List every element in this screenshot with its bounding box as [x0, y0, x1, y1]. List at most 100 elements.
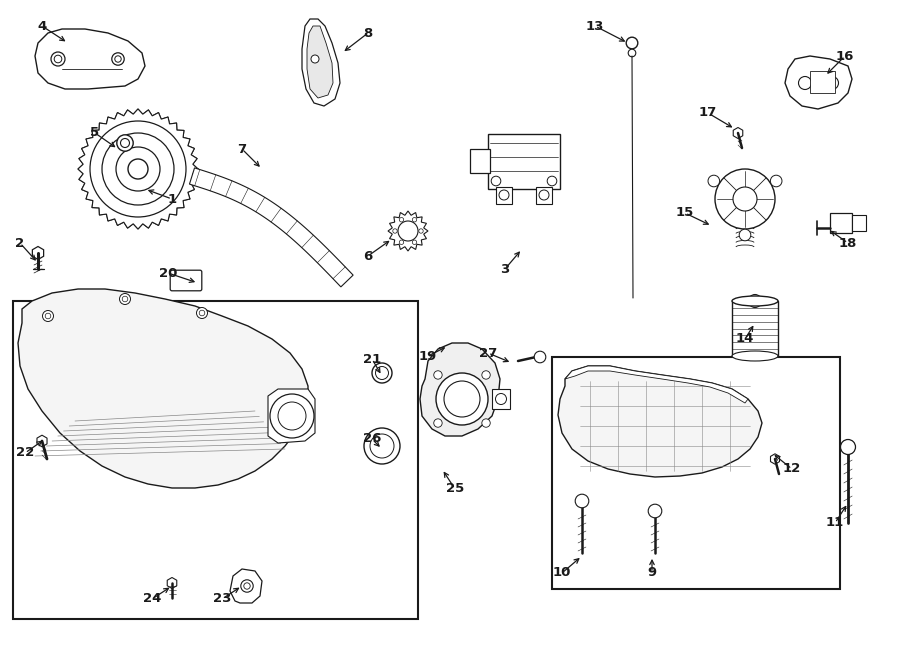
Polygon shape — [78, 109, 198, 229]
Text: 26: 26 — [363, 432, 382, 446]
Text: 10: 10 — [553, 566, 572, 580]
Bar — [830, 213, 852, 233]
Circle shape — [841, 440, 856, 455]
Text: 9: 9 — [647, 566, 657, 580]
Circle shape — [117, 135, 133, 151]
Bar — [488, 134, 560, 189]
Circle shape — [42, 311, 53, 321]
Circle shape — [51, 52, 65, 66]
Circle shape — [115, 56, 122, 62]
Ellipse shape — [732, 296, 778, 306]
Polygon shape — [558, 366, 762, 477]
Circle shape — [436, 373, 488, 425]
Circle shape — [45, 313, 50, 319]
Bar — [13, 301, 418, 619]
Circle shape — [547, 176, 557, 186]
Polygon shape — [302, 19, 340, 106]
Circle shape — [392, 229, 397, 233]
Circle shape — [400, 217, 404, 222]
Bar — [852, 215, 866, 231]
Polygon shape — [420, 343, 500, 436]
Circle shape — [418, 229, 423, 233]
Polygon shape — [190, 168, 353, 287]
Circle shape — [434, 419, 442, 427]
Circle shape — [648, 504, 662, 518]
Circle shape — [715, 169, 775, 229]
Circle shape — [278, 402, 306, 430]
Text: 22: 22 — [16, 446, 34, 459]
Polygon shape — [734, 128, 742, 139]
Circle shape — [278, 402, 306, 430]
Circle shape — [398, 221, 418, 241]
Polygon shape — [18, 289, 308, 488]
Text: 16: 16 — [836, 50, 854, 63]
Polygon shape — [37, 435, 47, 447]
Circle shape — [128, 159, 148, 179]
Text: 5: 5 — [90, 126, 100, 139]
Circle shape — [244, 583, 250, 589]
Circle shape — [825, 77, 839, 89]
Circle shape — [482, 371, 490, 379]
Text: 20: 20 — [158, 266, 177, 280]
Circle shape — [749, 295, 761, 307]
Text: 8: 8 — [364, 26, 373, 40]
Text: 17: 17 — [699, 106, 717, 120]
Polygon shape — [268, 389, 315, 443]
Text: 21: 21 — [363, 352, 381, 366]
Polygon shape — [35, 29, 145, 89]
Circle shape — [539, 190, 549, 200]
Circle shape — [270, 394, 314, 438]
Circle shape — [270, 394, 314, 438]
Polygon shape — [770, 454, 779, 464]
Text: 11: 11 — [826, 516, 844, 529]
Text: 13: 13 — [586, 20, 604, 32]
Circle shape — [412, 217, 417, 222]
Bar — [536, 187, 552, 204]
Text: 14: 14 — [736, 332, 754, 346]
Circle shape — [90, 121, 186, 217]
Bar — [732, 301, 778, 356]
Text: 23: 23 — [212, 592, 231, 605]
Circle shape — [626, 37, 638, 49]
Circle shape — [122, 296, 128, 302]
Circle shape — [491, 176, 500, 186]
FancyBboxPatch shape — [170, 270, 202, 291]
Bar — [470, 149, 490, 173]
Circle shape — [120, 293, 130, 305]
Text: 4: 4 — [38, 20, 47, 32]
Circle shape — [112, 53, 124, 65]
Circle shape — [116, 147, 160, 191]
Circle shape — [499, 190, 509, 200]
Text: 18: 18 — [839, 237, 857, 249]
Circle shape — [311, 55, 319, 63]
Polygon shape — [565, 366, 748, 403]
Circle shape — [770, 175, 782, 187]
Text: 3: 3 — [500, 262, 509, 276]
Text: 24: 24 — [143, 592, 161, 605]
Polygon shape — [388, 211, 428, 251]
Text: 12: 12 — [783, 463, 801, 475]
Circle shape — [733, 187, 757, 211]
Text: 1: 1 — [167, 192, 176, 206]
Circle shape — [739, 229, 751, 241]
Circle shape — [628, 49, 635, 57]
Polygon shape — [167, 578, 176, 588]
Bar — [496, 187, 512, 204]
Circle shape — [708, 175, 720, 187]
Circle shape — [364, 428, 400, 464]
Circle shape — [372, 363, 392, 383]
Ellipse shape — [732, 351, 778, 361]
Bar — [492, 389, 510, 409]
Bar — [552, 357, 840, 589]
Text: 15: 15 — [676, 206, 694, 219]
Circle shape — [196, 307, 208, 319]
Text: 27: 27 — [479, 346, 497, 360]
Circle shape — [375, 366, 389, 379]
Circle shape — [54, 56, 62, 63]
Bar — [810, 71, 835, 93]
Text: 7: 7 — [238, 143, 247, 155]
Text: 25: 25 — [446, 483, 464, 496]
Circle shape — [496, 393, 507, 405]
Text: 19: 19 — [418, 350, 437, 362]
Text: 6: 6 — [364, 249, 373, 262]
